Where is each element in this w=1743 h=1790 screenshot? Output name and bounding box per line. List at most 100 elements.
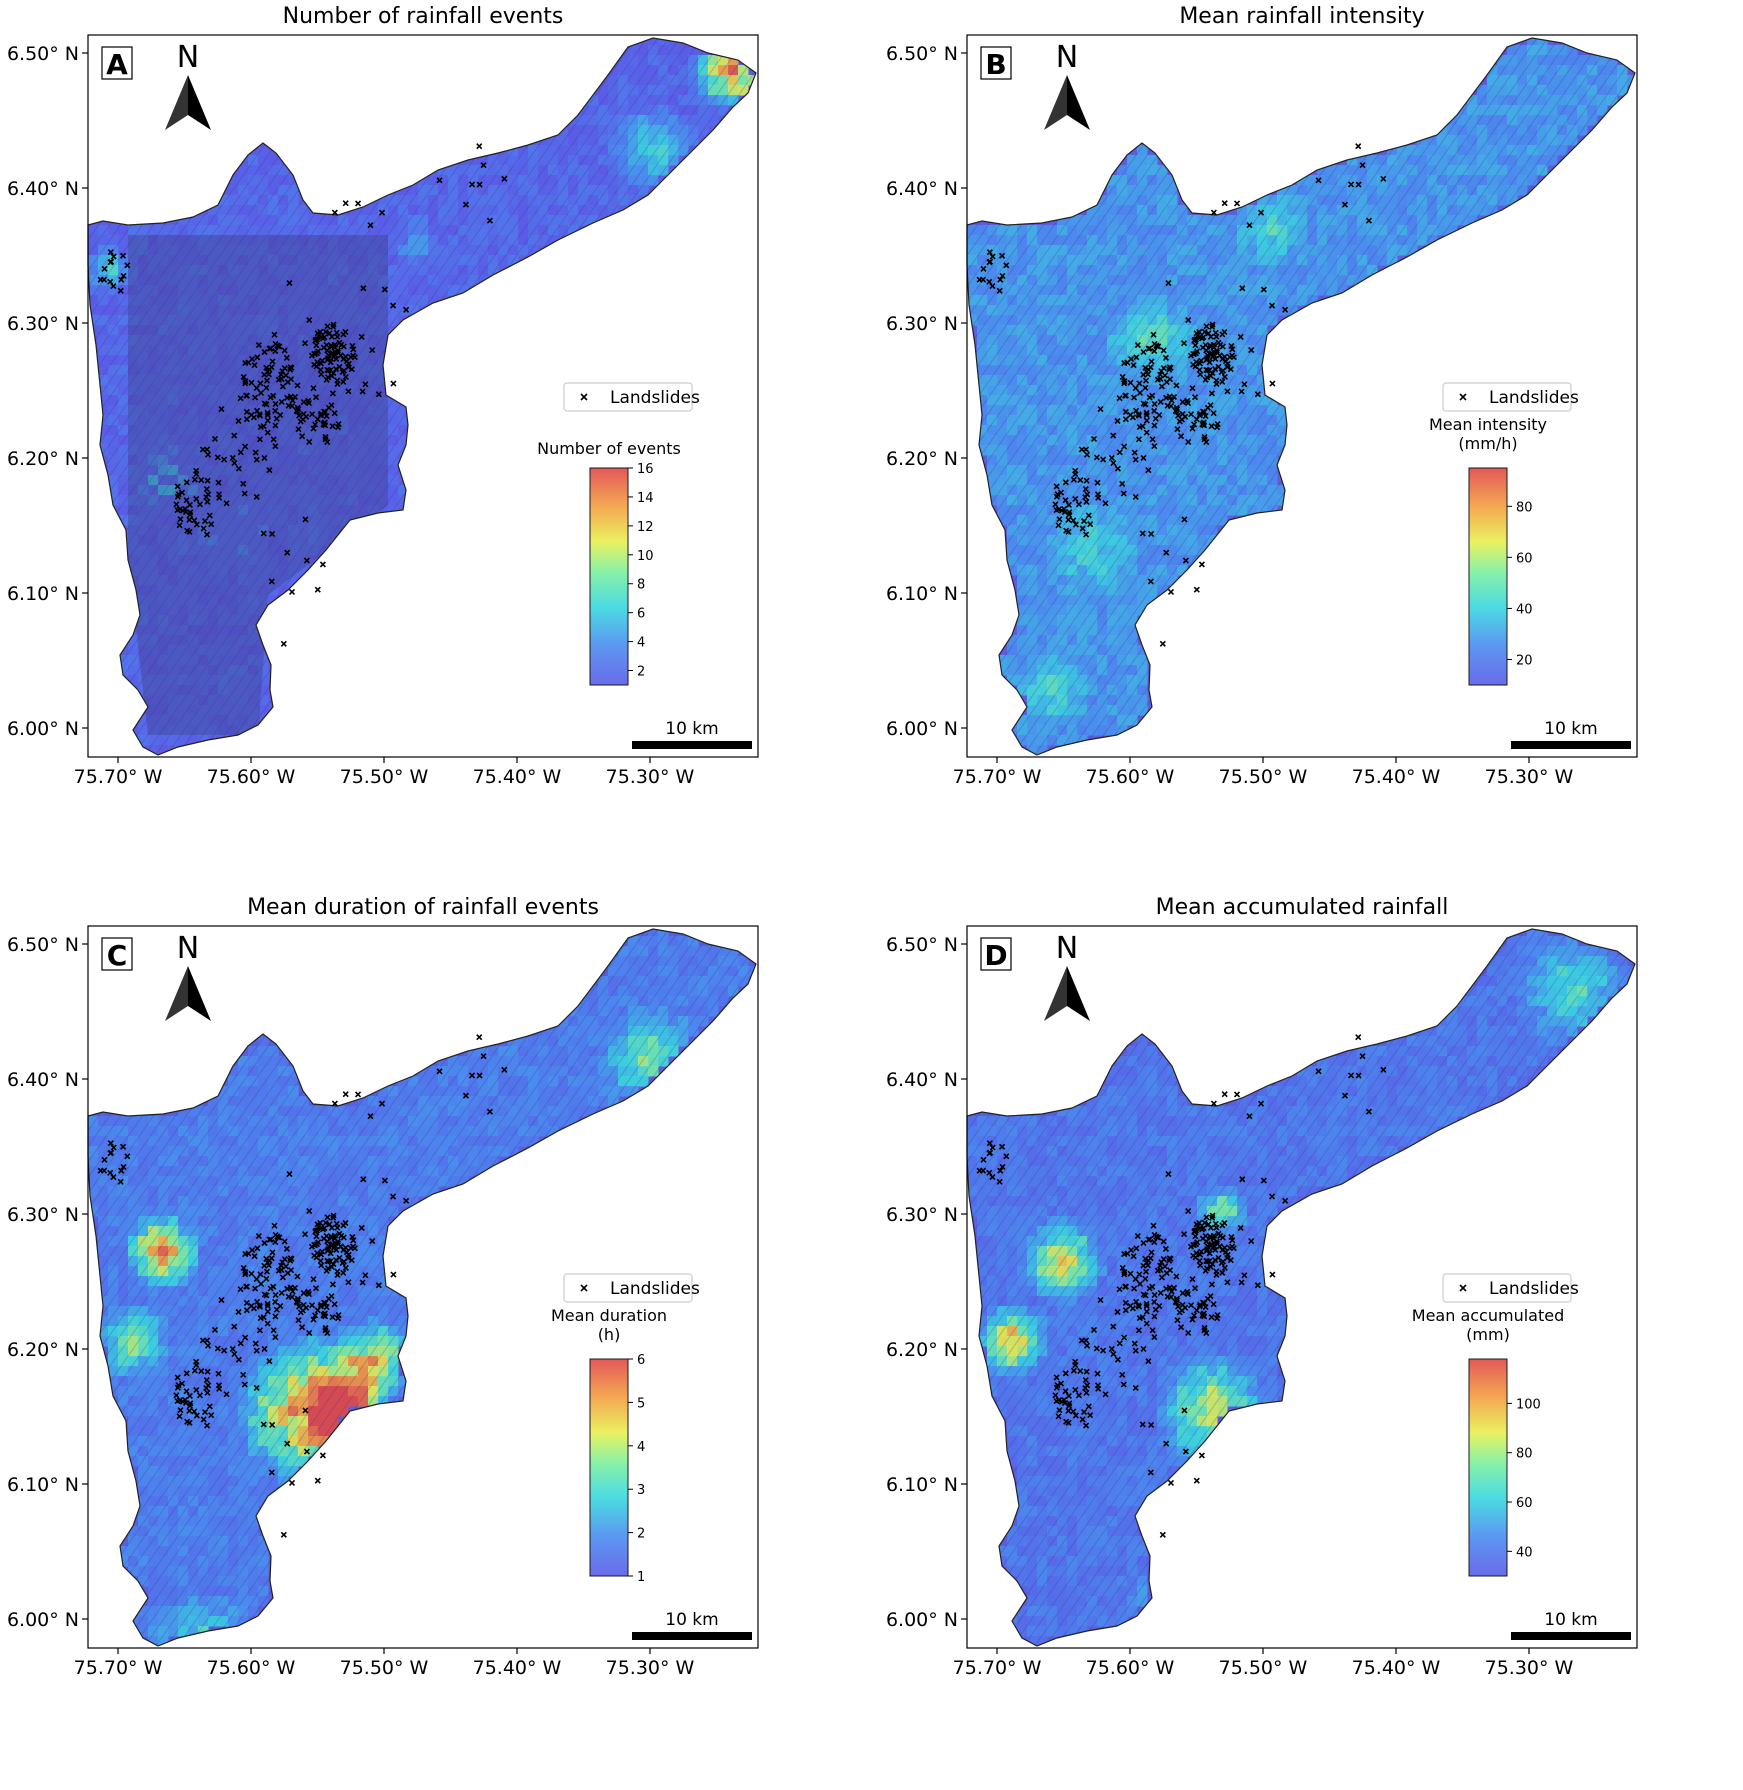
colorbar-tick-label: 40 [1516,602,1533,617]
landslide-marker [193,1386,200,1394]
landslide-marker [322,1219,329,1226]
landslide-marker [1063,527,1070,534]
landslide-marker [1114,417,1121,425]
colorbar-title: Mean accumulated [1412,1306,1564,1325]
landslide-points [976,143,1387,647]
landslide-marker [1151,1238,1158,1246]
landslide-marker [319,1226,327,1233]
latitude-tick-label: 6.20° N [7,1339,79,1361]
landslide-marker [1114,1308,1121,1316]
landslide-marker [1189,1316,1196,1323]
landslide-marker [193,1358,200,1365]
landslide-marker [1072,467,1079,474]
landslide-marker [176,1413,183,1420]
landslide-marker [1136,423,1143,431]
panel-letter-box [101,937,133,971]
landslide-marker [203,1376,210,1384]
landslide-marker [334,1240,342,1247]
landslide-marker [204,1389,211,1396]
landslide-marker [1151,422,1158,429]
landslide-marker [1116,1340,1123,1347]
landslide-marker [312,1312,319,1319]
landslide-marker [1210,209,1217,216]
landslide-marker [333,355,340,362]
landslide-marker [996,287,1003,294]
landslide-marker [1142,384,1149,391]
landslide-marker [1203,374,1211,381]
landslide-marker [264,1302,271,1310]
landslide-marker [1147,1469,1154,1476]
landslide-marker [1201,328,1208,335]
landslide-marker [1087,1412,1094,1419]
landslide-marker [208,521,215,528]
landslide-marker [1191,421,1198,428]
landslide-marker [201,1408,209,1416]
landslide-marker [218,405,225,413]
landslide-marker [1127,411,1134,418]
landslide-marker [1205,330,1212,337]
landslide-marker [310,1316,317,1323]
landslide-marker [1248,1237,1255,1245]
landslide-marker [107,1150,114,1157]
landslide-marker [1380,175,1387,182]
landslide-marker [358,1224,365,1232]
landslide-marker [272,400,279,407]
longitude-tick-label: 75.50° W [1219,766,1308,788]
landslide-marker [243,416,250,423]
landslide-marker [1060,505,1068,512]
landslide-marker [1156,1302,1163,1310]
landslide-marker [266,1358,273,1365]
landslide-marker [325,1295,332,1302]
latitude-tick-label: 6.30° N [886,1204,958,1226]
landslide-marker [303,557,310,564]
landslide-marker [331,1100,338,1107]
landslide-marker [1151,407,1158,414]
north-arrow-icon: N [1044,931,1090,1021]
landslide-marker [1167,588,1175,595]
landslide-marker [1160,1238,1167,1245]
landslide-marker [462,1092,470,1099]
landslide-marker [272,1313,279,1320]
landslide-marker [284,1440,291,1447]
landslide-marker [1268,1193,1276,1200]
landslide-marker [325,404,332,411]
landslide-marker [313,342,320,349]
landslide-marker [1065,1392,1072,1399]
landslide-marker [1221,353,1228,360]
landslide-marker [264,1308,271,1315]
landslide-marker [1093,454,1100,461]
landslide-marker [1237,1224,1244,1232]
landslide-marker [252,1285,259,1292]
landslide-marker [1241,381,1248,388]
landslide-marker [306,1329,313,1337]
landslide-marker [186,1407,193,1414]
landslide-marker [1083,451,1091,458]
landslide-marker [1143,1320,1150,1327]
colorbar-tick-label: 2 [637,665,645,680]
landslide-marker [264,429,271,436]
landslide-marker [248,379,255,386]
landslide-marker [324,356,331,363]
landslide-marker [324,1247,331,1254]
landslide-marker [1121,1334,1128,1341]
landslide-marker [312,1285,320,1292]
landslide-legend-icon [1459,1284,1467,1292]
colorbar-title: (mm) [1466,1325,1510,1344]
landslide-marker [312,394,320,401]
landslide-marker [255,1232,262,1240]
landslide-marker [280,640,287,647]
landslide-marker [211,1326,219,1333]
landslide-marker [200,1416,207,1423]
landslide-marker [183,1388,190,1395]
landslide-marker [289,397,296,404]
landslide-marker [321,408,328,415]
landslide-marker [253,1276,260,1283]
landslide-marker [1057,1380,1065,1387]
longitude-tick-label: 75.60° W [207,766,296,788]
landslide-marker [322,328,329,335]
landslide-marker [1163,378,1170,386]
landslide-marker [1204,367,1211,374]
landslide-marker [300,410,307,417]
landslide-marker [223,500,230,507]
landslide-marker [1094,479,1101,486]
